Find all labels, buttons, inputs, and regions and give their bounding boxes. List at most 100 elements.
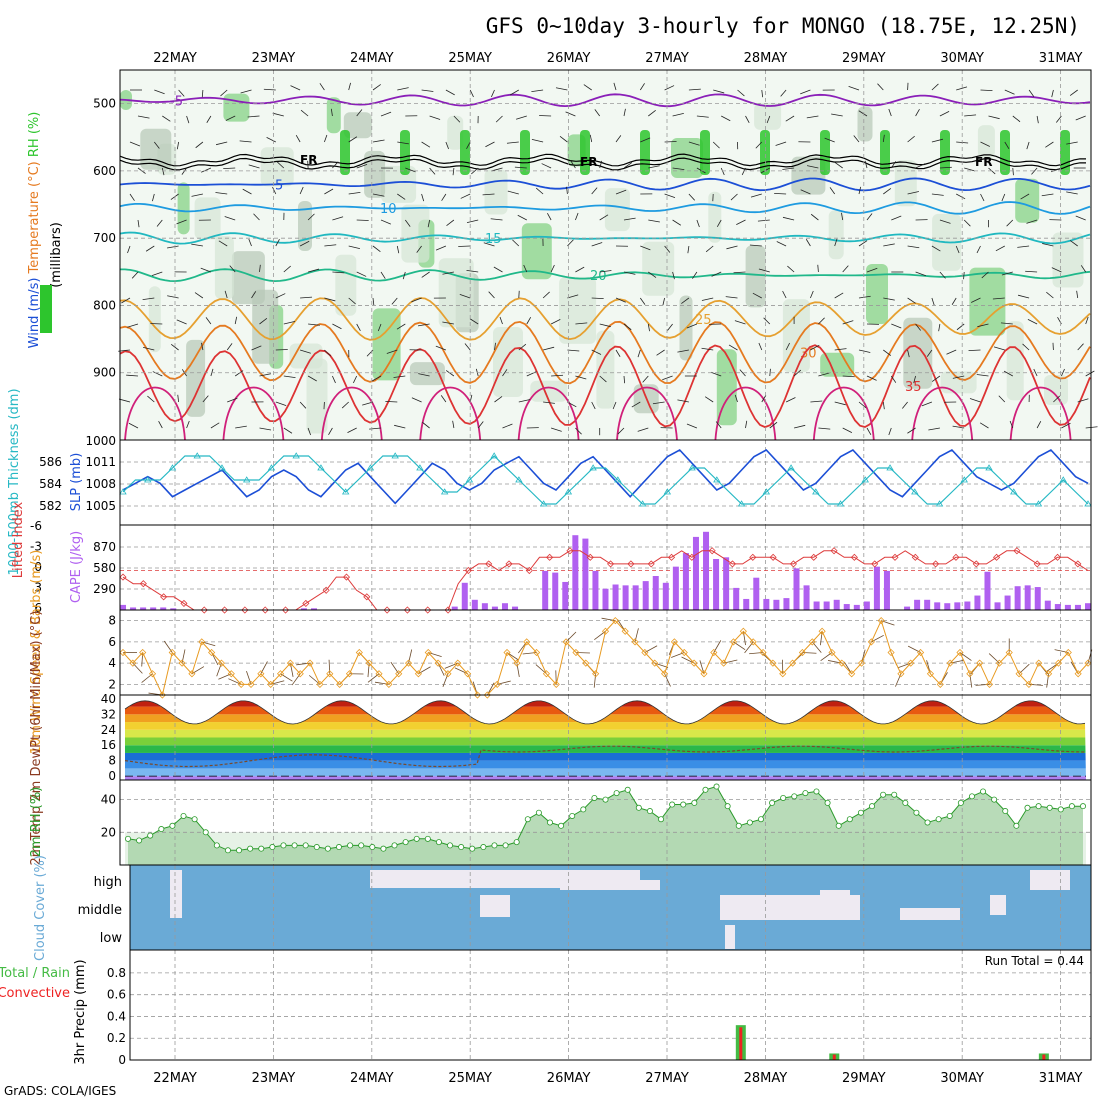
wind-barb: [688, 141, 700, 146]
wind-speed-point: [1074, 670, 1082, 678]
isotherm-core-line: [911, 386, 974, 441]
cape-bar: [310, 608, 317, 610]
wind-barb: [915, 108, 920, 117]
bottom-date-label: 30MAY: [940, 1071, 984, 1086]
wind-barb: [1026, 141, 1030, 150]
wind-barb: [422, 421, 430, 429]
isotherm-label: 15: [485, 232, 502, 247]
thickness-point: [317, 464, 325, 471]
wind-barb: [931, 83, 939, 91]
cape-bar: [1054, 604, 1061, 610]
wind-barb: [1022, 343, 1030, 351]
wind-speed-point: [838, 659, 846, 667]
wind-speed-point: [513, 659, 521, 667]
isotherm-label: -5: [170, 94, 183, 109]
wind-barb: [677, 349, 689, 353]
wind-barb: [761, 89, 764, 98]
cape-ytick: 290: [93, 582, 116, 596]
wind-barb: [224, 216, 236, 221]
slp-ylabel-group: SLP (mb): [69, 453, 84, 512]
thickness-point: [762, 488, 771, 495]
wind-speed-point: [247, 680, 255, 688]
wind-barb: [507, 190, 519, 195]
wind-barb: [372, 375, 382, 382]
wind-barb: [883, 243, 895, 247]
wind-barb: [599, 214, 609, 221]
wind-barb: [494, 342, 496, 351]
rh-shade-patch: [671, 138, 703, 178]
wind-barb: [162, 115, 171, 122]
wind-barb: [512, 239, 520, 247]
cape-bar: [150, 607, 157, 610]
wind-barb: [539, 115, 552, 117]
wind-barb: [615, 135, 622, 143]
wind-barb: [259, 318, 268, 325]
thickness-point: [688, 464, 696, 471]
li-point: [200, 606, 208, 614]
rh-shade-patch: [820, 352, 855, 377]
wind-barb: [805, 239, 811, 247]
wind-barb: [716, 219, 722, 228]
wind-barb: [1066, 191, 1078, 195]
rh2m-point: [713, 783, 720, 790]
rh2m-point: [380, 845, 387, 852]
li-point: [261, 606, 269, 614]
isotherm-label: 10: [380, 202, 397, 217]
wind-barb: [761, 395, 767, 403]
wind-barb: [225, 115, 236, 121]
wind-barb: [226, 343, 233, 351]
li-ytick: -3: [30, 540, 42, 554]
isotherm-line: [120, 268, 1091, 283]
wind-barb: [453, 115, 461, 123]
wind-barb: [640, 245, 651, 251]
rh2m-point: [658, 816, 665, 823]
wind-barb: [1069, 89, 1078, 96]
wind-barb: [1003, 370, 1013, 377]
wind-barb: [550, 427, 562, 432]
temp2m-ylabel: 2m Temp 2m DewPt (6hr Min/Max) (°C): [29, 611, 44, 866]
wind-barb: [907, 427, 916, 434]
wind-barb: [1053, 395, 1061, 403]
wind-barb: [421, 89, 434, 92]
wind-barb: [509, 89, 520, 96]
upper-air-legend-part: Temperature (°C): [27, 161, 42, 277]
bottom-date-label: 29MAY: [842, 1071, 886, 1086]
thickness-point: [119, 488, 127, 495]
cape-bar: [974, 595, 981, 610]
li-point: [850, 553, 858, 561]
wind-barb: [780, 89, 787, 97]
wind-barb: [151, 271, 163, 276]
wind-barb: [272, 186, 277, 195]
wind-speed-point: [690, 659, 698, 667]
temp-band: [125, 760, 1086, 769]
top-date-label: 24MAY: [350, 51, 394, 66]
rh2m-point: [924, 819, 931, 826]
rh2m-point: [1080, 803, 1087, 810]
cape-bar: [723, 557, 730, 610]
wind-barb: [362, 401, 374, 406]
rh-shade-patch: [343, 112, 372, 139]
isotherm-line: [119, 320, 1091, 385]
wind-barb: [1066, 141, 1078, 145]
wind-speed-point: [651, 659, 659, 667]
wind-speed-point: [779, 670, 787, 678]
wind-speed-point: [267, 680, 275, 688]
thickness-point: [193, 452, 201, 459]
wind-barb: [356, 109, 363, 117]
wind-barb: [623, 375, 626, 384]
wind-barb: [394, 424, 406, 429]
thickness-point: [366, 464, 375, 471]
wind10m-ytick: 6: [108, 635, 116, 649]
wind-barb: [1085, 316, 1089, 325]
li-ytick: 3: [34, 581, 42, 595]
wind-barb: [452, 420, 455, 429]
wind-barb: [283, 427, 293, 434]
rh2m-ylabel-group: 2m RH (%): [29, 787, 44, 858]
wind-speed-point: [208, 648, 216, 657]
wind-speed-point: [720, 659, 728, 667]
wind-barb: [913, 375, 916, 384]
rh2m-point: [147, 832, 154, 839]
wind-barb: [332, 161, 339, 169]
wind-barb: [575, 322, 588, 325]
wind-barb: [372, 139, 385, 143]
